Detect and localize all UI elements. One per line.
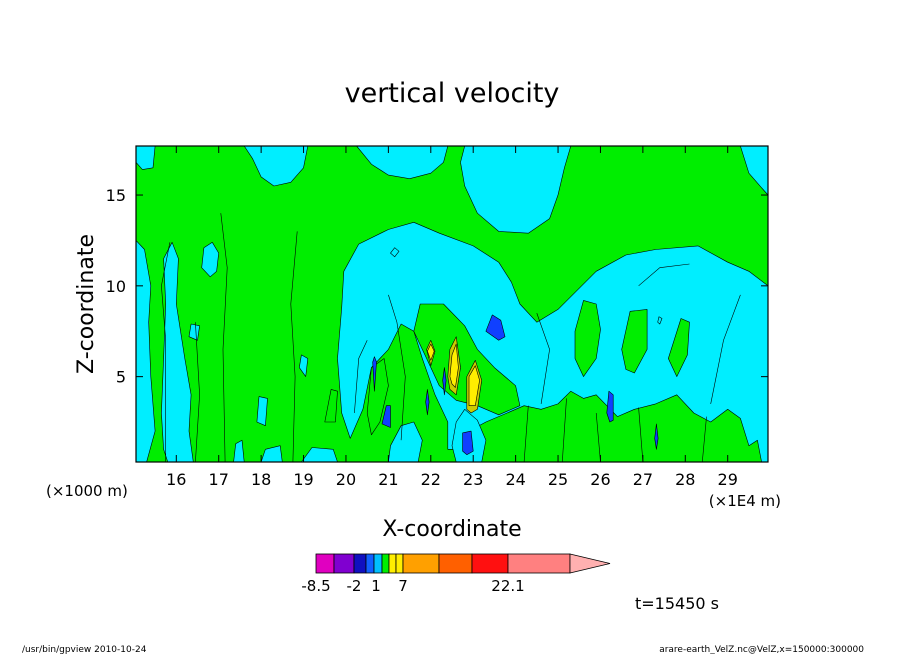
y-axis-ticks: 5 10 15 [106, 186, 768, 387]
contour-region-green [366, 358, 389, 436]
contour-region-cyan [243, 146, 309, 187]
contour-line [354, 340, 368, 414]
x-axis-unit-left: (×1000 m) [46, 482, 128, 500]
footer-command: /usr/bin/gpview 2010-10-24 [22, 645, 147, 654]
contour-line [562, 398, 567, 462]
contour-region-yellow [468, 365, 480, 407]
contour-line [388, 294, 406, 441]
x-tick-label: 27 [633, 470, 653, 489]
contour-line [702, 416, 707, 462]
contour-region-cyan [460, 146, 572, 234]
colorbar-swatch [395, 553, 404, 574]
contour-region-cyan [356, 146, 449, 179]
contour-line [536, 313, 550, 404]
contour-region-green [413, 303, 521, 416]
y-tick-label: 10 [106, 277, 126, 296]
colorbar-swatch [315, 553, 335, 574]
contour-region-green [324, 389, 338, 423]
contour-region-cyan [201, 242, 219, 278]
contour-line [220, 213, 228, 462]
colorbar-swatch [402, 553, 440, 574]
contour-line [638, 407, 644, 462]
contour-region-cyan [388, 421, 423, 462]
colorbar-tick-label: 22.1 [491, 577, 524, 595]
x-tick-label: 29 [718, 470, 738, 489]
contour-region-green [574, 300, 601, 377]
contour-region-blue [606, 390, 614, 423]
contour-lines [161, 213, 741, 462]
colorbar-swatch [373, 553, 383, 574]
chart-title: vertical velocity [345, 78, 560, 109]
contour-region-yellow [427, 343, 435, 361]
contour-region-cyan [233, 439, 245, 462]
contour-region-yellow [449, 343, 459, 388]
contour-region-blue [654, 423, 659, 450]
contour-region-blue [425, 389, 430, 416]
y-tick-label: 5 [116, 368, 126, 387]
x-tick-label: 23 [463, 470, 483, 489]
y-tick-label: 15 [106, 186, 126, 205]
colorbar-tick-label: -2 [347, 577, 362, 595]
contour-region-cyan [740, 146, 768, 196]
x-tick-label: 25 [548, 470, 568, 489]
y-axis-label: Z-coordinate [74, 234, 99, 374]
contour-region-cyan [188, 323, 200, 341]
x-tick-label: 28 [675, 470, 695, 489]
colorbar-arrow [569, 553, 611, 574]
contour-region-green [621, 309, 648, 374]
contour-region-cyan [301, 447, 338, 462]
footer-source: arare-earth_VelZ.nc@VelZ,x=150000:300000 [659, 645, 864, 654]
plot-frame [135, 145, 769, 463]
contour-line [595, 412, 601, 462]
x-tick-label: 16 [166, 470, 186, 489]
x-tick-label: 22 [421, 470, 441, 489]
contour-region-cyan [161, 242, 194, 462]
contour-region-cyan [256, 396, 268, 427]
contour-region-blue [372, 356, 377, 392]
colorbar: -8.5 -2 1 7 22.1 [301, 553, 611, 595]
contour-regions [136, 146, 768, 462]
colorbar-swatch [333, 553, 355, 574]
contour-line [161, 242, 171, 462]
x-tick-label: 21 [378, 470, 398, 489]
colorbar-swatch [388, 553, 397, 574]
x-tick-label: 19 [293, 470, 313, 489]
x-tick-label: 20 [336, 470, 356, 489]
x-axis-label: X-coordinate [382, 517, 521, 542]
colorbar-swatch [438, 553, 473, 574]
colorbar-swatch [365, 553, 375, 574]
contour-region-blue [442, 367, 447, 396]
x-tick-label: 18 [251, 470, 271, 489]
contour-line [290, 231, 298, 462]
contour-region-cyan [136, 146, 156, 170]
colorbar-tick-label: -8.5 [301, 577, 330, 595]
time-label: t=15450 s [635, 594, 719, 613]
contour-region-cyan [337, 222, 768, 462]
contour-region-blue [462, 430, 474, 456]
contour-region-green [667, 318, 690, 377]
x-axis-ticks: 16 17 18 19 20 21 22 23 24 25 26 27 28 29 [166, 146, 738, 489]
colorbar-swatch [507, 553, 571, 574]
x-tick-label: 26 [590, 470, 610, 489]
x-tick-label: 17 [209, 470, 229, 489]
contour-region-cyan [657, 316, 663, 325]
contour-line [710, 294, 741, 404]
contour-region-cyan [298, 354, 309, 377]
colorbar-swatch [353, 553, 367, 574]
contour-region-blue [485, 314, 506, 341]
x-tick-label: 24 [505, 470, 525, 489]
colorbar-swatch [471, 553, 509, 574]
contour-region-cyan [136, 240, 156, 462]
contour-line [195, 322, 200, 462]
contour-region-blue [381, 405, 391, 428]
colorbar-tick-label: 1 [371, 577, 381, 595]
contour-region-cyan [390, 247, 400, 258]
contour-line [638, 263, 690, 287]
colorbar-swatch [381, 553, 390, 574]
x-axis-unit-right: (×1E4 m) [709, 492, 781, 510]
colorbar-tick-label: 7 [398, 577, 408, 595]
contour-region-cyan [260, 445, 283, 462]
contour-line [523, 405, 529, 462]
